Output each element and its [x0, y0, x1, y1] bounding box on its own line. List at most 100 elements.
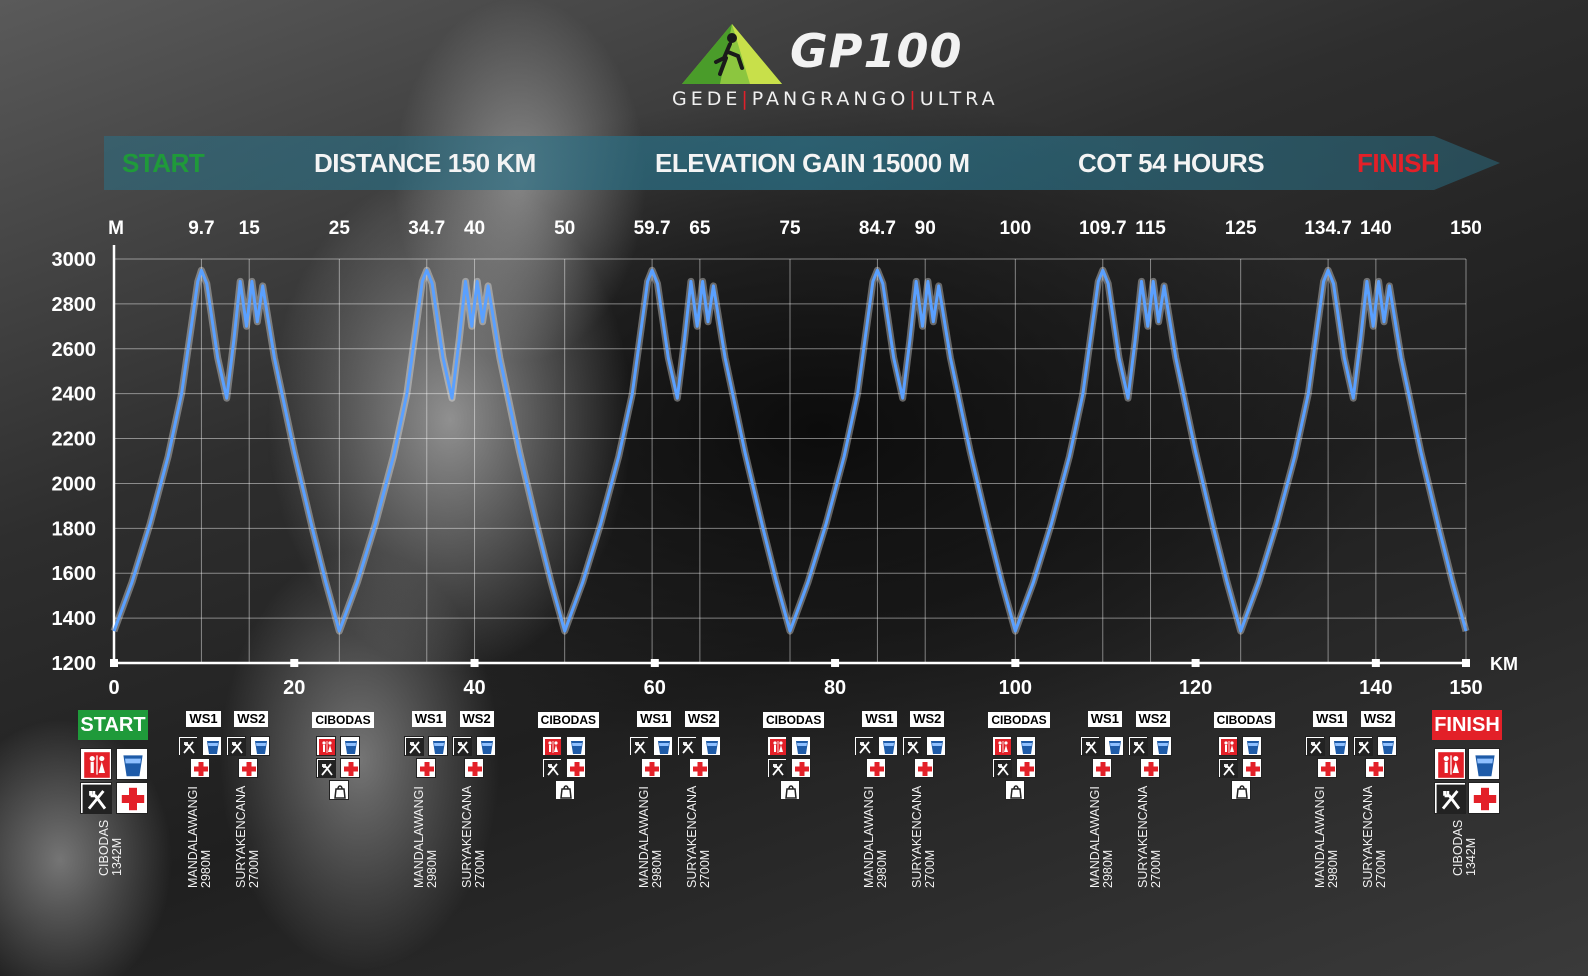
station-label-ws1: WS1	[637, 711, 672, 727]
station-elevation: 2700M	[697, 849, 712, 888]
medical-icon	[1020, 762, 1035, 776]
station-name: MANDALAWANGI	[411, 786, 426, 888]
finish-label: FINISH	[1432, 710, 1502, 740]
bag-icon	[780, 780, 800, 800]
x-tick-top-label: 134.7	[1304, 218, 1352, 239]
water-icon	[207, 741, 220, 754]
food-icon	[403, 736, 424, 756]
station-name-vertical: CIBODAS 1342M	[1451, 820, 1478, 876]
medical-icon	[1139, 758, 1160, 778]
station-label-ws1: WS1	[1313, 711, 1348, 727]
x-tick-bottom-label: 80	[824, 677, 846, 699]
food-icon	[1352, 736, 1373, 756]
food-icon	[994, 760, 1013, 778]
bag-icon	[1230, 780, 1251, 800]
toilet-icon	[1217, 736, 1238, 756]
station-elevation: 2980M	[199, 849, 214, 888]
bag-icon	[554, 780, 575, 800]
food-icon	[854, 736, 875, 756]
x-tick-top-label: 25	[329, 218, 351, 239]
toilet-icon	[319, 739, 336, 755]
food-icon	[80, 782, 112, 814]
x-tick-top-label: 9.7	[188, 218, 214, 239]
toilet-icon	[1438, 752, 1464, 778]
y-tick-label: 1400	[52, 608, 97, 630]
banner-start: START	[122, 148, 205, 178]
start-label: START	[78, 710, 148, 740]
food-icon	[631, 738, 650, 756]
elevation-line	[112, 268, 1468, 633]
station-name-vertical: MANDALAWANGI 2980M	[411, 786, 439, 888]
banner-finish: FINISH	[1357, 148, 1440, 178]
medical-icon	[688, 758, 709, 778]
medical-icon	[121, 787, 145, 811]
food-icon	[902, 736, 923, 756]
mountain-runner-icon	[682, 24, 782, 84]
medical-icon	[116, 782, 148, 814]
x-axis-unit-label: KM	[1490, 654, 1518, 674]
y-tick-label: 1600	[52, 563, 97, 585]
station-label-cibodas: CIBODAS	[537, 712, 599, 728]
x-tick-mark	[1011, 659, 1020, 667]
medical-icon	[1468, 782, 1500, 814]
station-name: MANDALAWANGI	[1087, 786, 1102, 888]
food-icon	[1436, 784, 1466, 814]
medical-icon	[641, 758, 662, 778]
toilet-icon	[767, 736, 787, 756]
medical-icon	[194, 762, 209, 776]
medical-icon	[1368, 762, 1383, 776]
station-name: SURYAKENCANA	[684, 785, 699, 888]
medical-icon	[190, 758, 211, 778]
x-tick-top-label: 140	[1360, 218, 1392, 239]
station-name-vertical: MANDALAWANGI 2980M	[862, 786, 889, 888]
station-name-vertical: CIBODAS 1342M	[97, 820, 124, 876]
bag-icon	[334, 785, 347, 799]
food-icon	[678, 738, 697, 756]
water-icon	[116, 748, 148, 780]
medical-icon	[795, 762, 809, 776]
x-tick-top-label: 15	[239, 218, 261, 239]
water-icon	[565, 736, 586, 756]
station-label-cibodas: CIBODAS	[312, 712, 374, 728]
y-tick-label: 2400	[52, 384, 97, 406]
water-icon	[1381, 741, 1394, 754]
station-name: SURYAKENCANA	[459, 785, 474, 888]
water-icon	[1108, 741, 1121, 754]
bag-icon	[559, 785, 572, 799]
toilet-icon	[541, 736, 562, 756]
y-tick-label: 2200	[52, 429, 97, 451]
station-elevation: 2980M	[1100, 849, 1115, 888]
x-tick-top-label: 90	[915, 218, 936, 239]
y-tick-label: 3000	[52, 249, 97, 271]
medical-icon	[419, 762, 434, 776]
toilet-icon	[84, 752, 110, 778]
station-elevation: 1342M	[110, 837, 124, 876]
bag-icon	[1010, 785, 1023, 799]
medical-icon	[1473, 787, 1497, 811]
water-icon	[1021, 741, 1034, 754]
water-icon	[1103, 736, 1124, 756]
station-elevation: 2980M	[424, 849, 439, 888]
medical-icon	[1245, 762, 1260, 776]
water-icon	[1376, 736, 1397, 756]
station-label-ws2: WS2	[910, 711, 945, 727]
food-icon	[1305, 736, 1326, 756]
x-tick-bottom-label: 60	[644, 677, 666, 699]
medical-icon	[791, 758, 811, 778]
water-icon	[1246, 741, 1259, 754]
toilet-icon	[995, 739, 1012, 755]
water-icon	[705, 741, 718, 754]
bag-icon	[1005, 780, 1026, 800]
water-icon	[791, 736, 811, 756]
food-icon	[543, 760, 562, 778]
medical-icon	[1317, 758, 1338, 778]
water-icon	[796, 741, 808, 754]
medical-icon	[415, 758, 436, 778]
logo-sub-gede: GEDE	[672, 88, 742, 110]
bag-icon	[785, 785, 797, 799]
logo-sub-pangrango: PANGRANGO	[751, 88, 910, 110]
x-tick-top-label: 115	[1135, 218, 1166, 239]
station-label-ws2: WS2	[1135, 711, 1170, 727]
